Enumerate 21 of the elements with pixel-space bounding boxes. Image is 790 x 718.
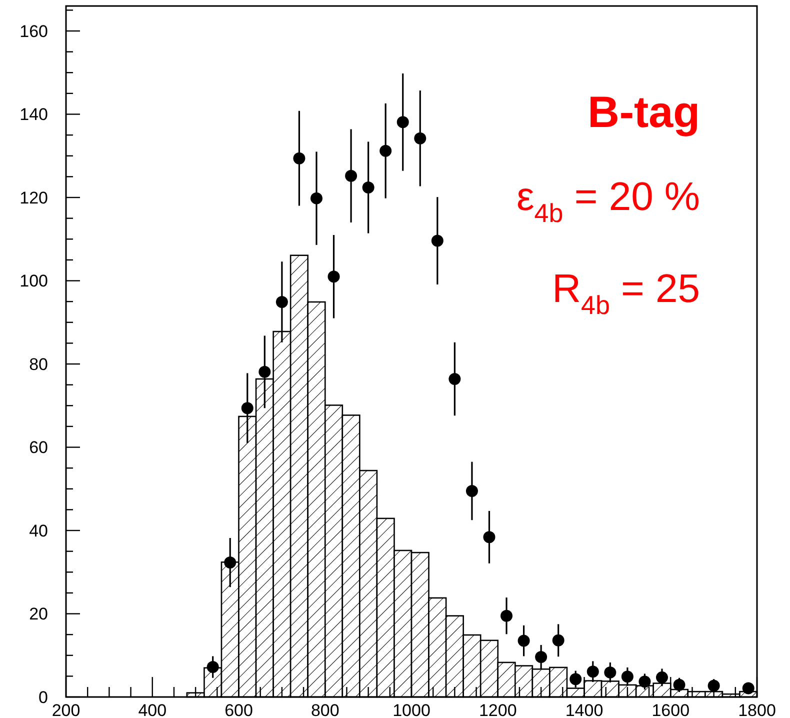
x-tick-label: 1600 (652, 701, 690, 718)
annotation: ε$_{4b}$ = 20 % (516, 175, 700, 228)
y-tick-label: 40 (29, 521, 48, 540)
x-tick-label: 600 (224, 701, 253, 718)
y-tick-label: 60 (29, 438, 48, 458)
y-tick-label: 80 (29, 354, 48, 374)
x-tick-label: 1800 (738, 701, 776, 718)
y-tick-label: 0 (38, 688, 48, 707)
x-tick-label: 200 (52, 701, 80, 718)
y-tick-label: 160 (20, 22, 48, 41)
x-tick-label: 1200 (478, 701, 517, 718)
annotation: B-tag (588, 88, 700, 137)
x-tick-label: 400 (138, 701, 167, 718)
x-tick-label: 1400 (565, 701, 604, 718)
x-tick-label: 800 (310, 701, 340, 718)
annotation: R$_{4b}$ = 25 (552, 267, 700, 320)
x-tick-label: 1000 (392, 701, 430, 718)
y-tick-label: 140 (20, 105, 48, 124)
y-tick-label: 120 (20, 188, 48, 208)
y-tick-label: 20 (29, 604, 48, 624)
y-tick-label: 100 (20, 272, 48, 291)
